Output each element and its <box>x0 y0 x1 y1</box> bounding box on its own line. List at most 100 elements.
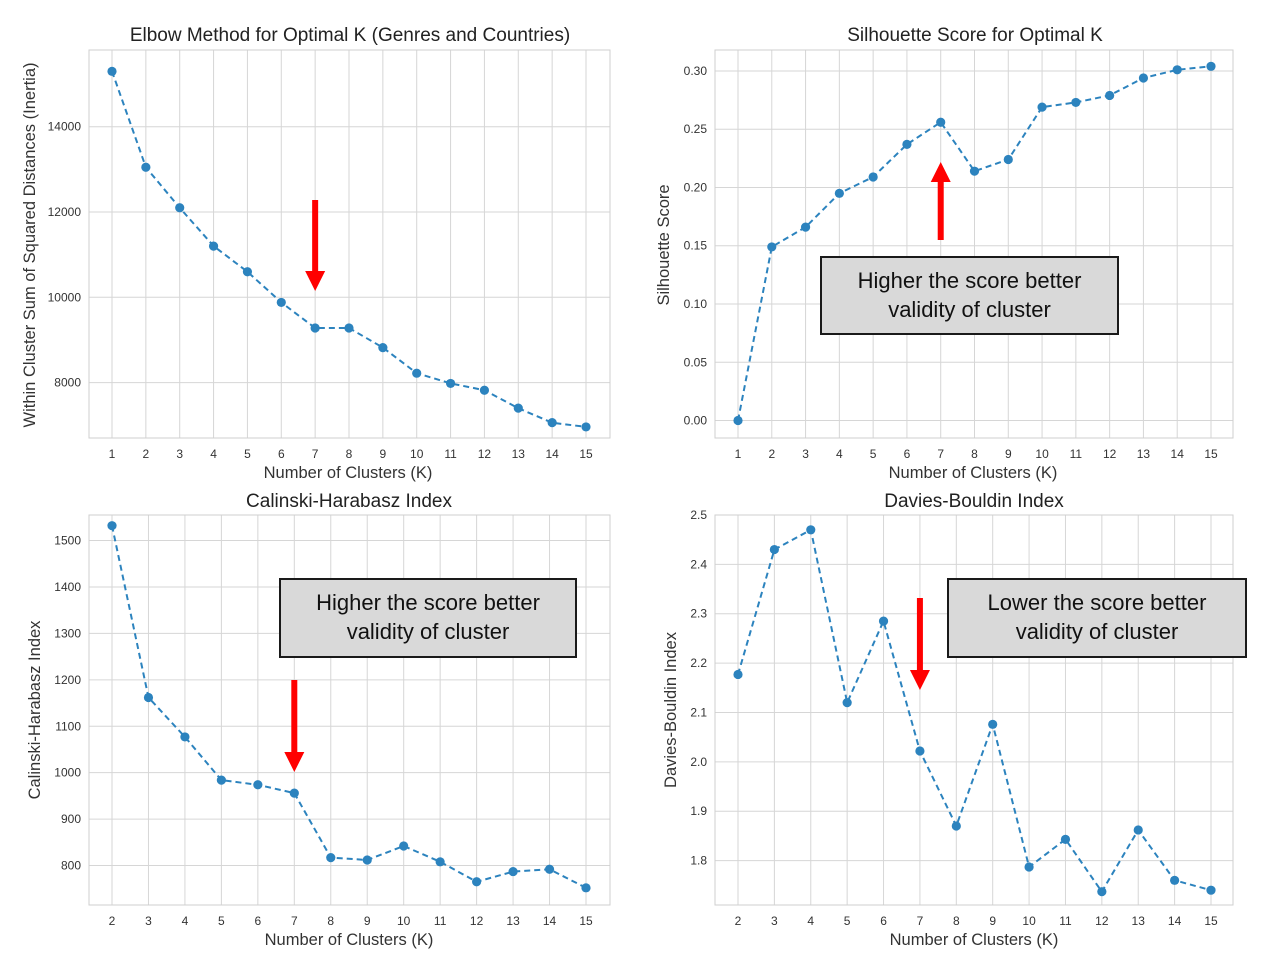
data-point <box>1060 834 1071 844</box>
x-tick-label: 7 <box>937 447 944 461</box>
x-tick-label: 4 <box>210 447 217 461</box>
x-tick-label: 3 <box>802 447 809 461</box>
y-axis-label: Calinski-Harabasz Index <box>26 620 44 800</box>
red-arrow-head <box>930 162 951 182</box>
data-point <box>508 866 518 877</box>
x-tick-label: 9 <box>1005 447 1012 461</box>
gridlines <box>714 514 1234 906</box>
note-line-2: validity of cluster <box>346 619 510 644</box>
data-point <box>435 857 445 867</box>
x-tick-label: 8 <box>346 447 353 461</box>
y-tick-label: 0.20 <box>684 180 708 194</box>
data-point <box>107 521 117 531</box>
data-point <box>479 385 490 395</box>
y-tick-label: 1000 <box>54 766 81 780</box>
y-tick-label: 0.00 <box>684 414 708 428</box>
data-point <box>868 172 878 182</box>
x-tick-label: 14 <box>545 447 559 461</box>
data-point <box>326 853 336 863</box>
x-tick-label: 1 <box>109 447 116 461</box>
data-point <box>1037 102 1047 112</box>
x-tick-label: 4 <box>807 914 814 928</box>
x-tick-label: 2 <box>735 914 742 928</box>
x-tick-label: 10 <box>1035 447 1049 461</box>
y-tick-label: 0.10 <box>684 297 708 311</box>
chart-title: Elbow Method for Optimal K (Genres and C… <box>130 25 570 46</box>
x-tick-label: 15 <box>579 914 593 928</box>
data-point <box>175 203 185 213</box>
y-tick-label: 12000 <box>48 205 82 219</box>
data-point <box>915 746 925 756</box>
data-point <box>1024 862 1034 872</box>
y-tick-label: 0.15 <box>684 239 708 253</box>
series-line <box>737 65 1212 421</box>
data-point <box>936 117 946 127</box>
x-tick-label: 10 <box>397 914 411 928</box>
data-point <box>951 821 961 831</box>
red-arrow-head <box>284 752 305 772</box>
x-tick-label: 3 <box>145 914 152 928</box>
data-point <box>1097 887 1107 897</box>
x-tick-label: 4 <box>836 447 843 461</box>
x-tick-label: 5 <box>244 447 251 461</box>
data-point <box>806 525 816 535</box>
data-point <box>1138 73 1149 83</box>
x-tick-label: 13 <box>1132 914 1146 928</box>
note-line-2: validity of cluster <box>1015 619 1179 644</box>
x-tick-label: 3 <box>176 447 183 461</box>
data-point <box>547 418 557 428</box>
data-point <box>544 864 555 874</box>
x-tick-label: 4 <box>182 914 189 928</box>
data-point <box>208 241 219 251</box>
data-point <box>581 422 591 432</box>
data-point <box>733 415 743 426</box>
data-point <box>988 719 998 729</box>
calinski-harabasz-chart-panel: Calinski-Harabasz Index Number of Cluste… <box>26 491 611 949</box>
elbow-chart-panel: Elbow Method for Optimal K (Genres and C… <box>21 25 611 482</box>
data-point <box>378 343 388 353</box>
x-axis-label: Number of Clusters (K) <box>265 931 434 949</box>
data-point <box>445 378 456 389</box>
data-point <box>1071 97 1081 108</box>
note-line-1: Higher the score better <box>857 268 1082 293</box>
x-tick-label: 9 <box>364 914 371 928</box>
x-tick-label: 13 <box>506 914 520 928</box>
y-tick-label: 2.4 <box>690 557 707 571</box>
x-tick-label: 12 <box>1103 447 1117 461</box>
red-arrow-head <box>909 670 930 690</box>
x-axis-label: Number of Clusters (K) <box>889 464 1058 482</box>
x-axis-label: Number of Clusters (K) <box>264 464 433 482</box>
series-line <box>737 528 1212 894</box>
data-point <box>1003 154 1013 165</box>
data-point <box>769 544 779 555</box>
red-arrow-head <box>305 271 326 291</box>
data-point <box>842 697 852 708</box>
x-tick-label: 8 <box>327 914 334 928</box>
data-point <box>216 775 226 785</box>
y-tick-label: 2.3 <box>690 607 707 621</box>
davies-bouldin-chart-panel: Davies-Bouldin Index Number of Clusters … <box>662 491 1234 949</box>
x-tick-label: 7 <box>917 914 924 928</box>
gridlines <box>88 514 611 906</box>
x-tick-label: 15 <box>1204 447 1218 461</box>
x-tick-label: 11 <box>1059 914 1072 928</box>
x-tick-label: 12 <box>1095 914 1109 928</box>
x-tick-label: 13 <box>512 447 526 461</box>
y-axis-label: Silhouette Score <box>655 184 673 305</box>
y-tick-label: 1300 <box>54 626 81 640</box>
y-tick-label: 800 <box>61 859 81 873</box>
chart-title: Davies-Bouldin Index <box>884 491 1064 512</box>
plot-frame <box>714 514 1234 906</box>
data-point <box>141 162 151 172</box>
y-tick-label: 2.1 <box>690 705 707 719</box>
data-point <box>581 883 591 893</box>
data-point <box>733 669 743 680</box>
x-tick-label: 2 <box>768 447 775 461</box>
data-point <box>1206 61 1216 71</box>
x-tick-label: 11 <box>444 447 457 461</box>
x-tick-label: 12 <box>478 447 492 461</box>
note-line-2: validity of cluster <box>888 297 1051 322</box>
y-tick-label: 1100 <box>55 719 81 733</box>
data-point <box>800 222 811 232</box>
